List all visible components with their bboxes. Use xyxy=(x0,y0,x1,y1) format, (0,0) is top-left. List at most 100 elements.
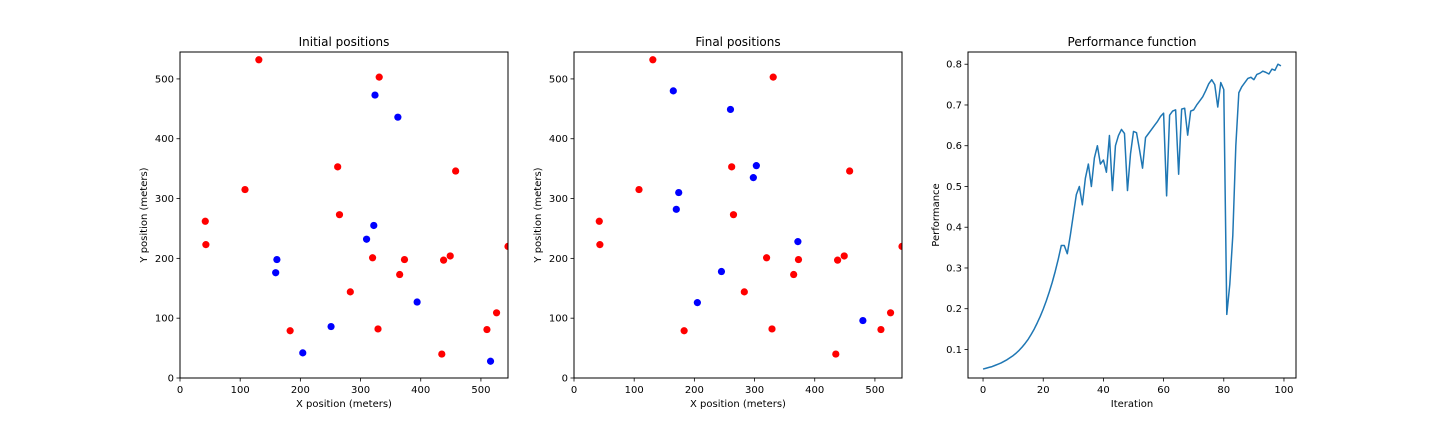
performance-xtick-label-0: 0 xyxy=(980,385,986,396)
performance-xtick-label-2: 40 xyxy=(1097,385,1110,396)
subplot-final-positions: 0 100 200 300 400 500 0 100 200 300 400 500 Final p… xyxy=(533,35,903,410)
final-point-1-3 xyxy=(693,299,701,307)
initial-xtick-label-0: 0 xyxy=(177,385,183,396)
final-point-1-4 xyxy=(717,267,726,276)
initial-point-0-15 xyxy=(446,252,454,260)
final-point-1-0 xyxy=(669,87,677,95)
final-point-0-18 xyxy=(886,309,895,317)
final-xtick-label-1: 100 xyxy=(625,385,644,396)
performance-xtick-label-4: 80 xyxy=(1217,385,1230,396)
final-positions-title: Final positions xyxy=(695,35,780,49)
final-ytick-label-3: 300 xyxy=(549,194,568,205)
initial-xtick-label-2: 200 xyxy=(291,385,310,396)
initial-point-1-8 xyxy=(413,298,421,306)
initial-point-0-5 xyxy=(334,163,342,171)
initial-point-1-9 xyxy=(486,357,495,365)
performance-ytick-label-4: 0.5 xyxy=(946,182,962,193)
initial-positions-ylabel: Y position (meters) xyxy=(139,167,150,263)
performance-title: Performance function xyxy=(1068,35,1197,49)
initial-point-0-4 xyxy=(286,327,294,335)
performance-series-line-0 xyxy=(982,63,1282,370)
final-point-0-16 xyxy=(846,167,854,175)
initial-point-1-3 xyxy=(327,322,335,331)
initial-ytick-label-0: 0 xyxy=(168,374,174,385)
final-ytick-label-0: 0 xyxy=(562,374,568,385)
final-xtick-label-0: 0 xyxy=(571,385,577,396)
performance-ytick-label-3: 0.4 xyxy=(946,223,962,234)
final-xtick-label-5: 500 xyxy=(865,385,884,396)
performance-ytick-label-0: 0.1 xyxy=(946,345,962,356)
final-point-0-15 xyxy=(840,252,848,260)
final-point-1-7 xyxy=(752,162,760,170)
performance-ytick-label-2: 0.3 xyxy=(946,263,962,274)
initial-point-1-2 xyxy=(299,349,307,357)
final-point-0-10 xyxy=(769,73,777,81)
final-point-1-6 xyxy=(749,174,757,182)
initial-point-0-6 xyxy=(335,211,344,219)
final-point-0-14 xyxy=(834,256,842,264)
initial-positions-title: Initial positions xyxy=(299,35,390,49)
performance-xtick-label-3: 60 xyxy=(1157,385,1170,396)
initial-xtick-label-4: 400 xyxy=(411,385,430,396)
final-point-0-2 xyxy=(635,185,643,194)
final-point-0-5 xyxy=(728,163,736,171)
initial-point-0-17 xyxy=(483,325,491,334)
initial-point-1-7 xyxy=(394,113,402,121)
final-positions-ticks: 0 100 200 300 400 500 0 100 200 300 400 500 xyxy=(549,74,885,396)
subplot-performance-function: 0 20 40 60 80 100 0.1 0.2 0.3 0.4 0.5 0.6 0.7 0.8 Per… xyxy=(931,35,1297,410)
final-positions-points xyxy=(595,56,902,358)
final-point-0-11 xyxy=(790,270,798,279)
initial-point-1-4 xyxy=(362,235,371,243)
initial-positions-xlabel: X position (meters) xyxy=(296,399,392,410)
initial-point-0-7 xyxy=(346,288,354,296)
initial-ytick-label-4: 400 xyxy=(155,134,174,145)
initial-point-0-16 xyxy=(452,167,460,175)
final-point-1-8 xyxy=(794,238,802,246)
final-point-0-0 xyxy=(595,217,603,225)
initial-ytick-label-3: 300 xyxy=(155,194,174,205)
final-xtick-label-3: 300 xyxy=(745,385,764,396)
final-xtick-label-2: 200 xyxy=(685,385,704,396)
final-positions-frame xyxy=(573,51,903,379)
final-point-1-9 xyxy=(859,316,867,325)
initial-xtick-label-5: 500 xyxy=(471,385,490,396)
subplot-initial-positions: 0 100 200 300 400 500 0 100 200 300 400 500 Initial… xyxy=(139,35,509,410)
final-point-0-4 xyxy=(680,327,688,335)
initial-point-1-1 xyxy=(273,255,281,264)
initial-point-0-18 xyxy=(492,309,501,317)
initial-point-1-6 xyxy=(371,91,379,99)
final-ytick-label-5: 500 xyxy=(549,74,568,85)
performance-xtick-label-5: 100 xyxy=(1274,385,1293,396)
initial-point-0-1 xyxy=(202,241,210,249)
performance-line xyxy=(982,63,1282,370)
initial-point-1-5 xyxy=(370,221,378,230)
final-ytick-label-4: 400 xyxy=(549,134,568,145)
initial-point-0-14 xyxy=(440,256,448,264)
final-point-0-12 xyxy=(794,255,803,264)
initial-point-0-19 xyxy=(504,242,508,251)
initial-positions-points xyxy=(201,56,508,365)
initial-point-0-0 xyxy=(201,217,209,225)
initial-xtick-label-1: 100 xyxy=(231,385,250,396)
performance-xlabel: Iteration xyxy=(1111,399,1153,410)
final-point-0-13 xyxy=(832,350,840,358)
performance-ytick-label-7: 0.8 xyxy=(946,60,962,71)
final-point-0-7 xyxy=(740,288,748,296)
performance-xtick-label-1: 20 xyxy=(1037,385,1050,396)
final-point-1-5 xyxy=(726,105,735,114)
final-point-0-9 xyxy=(768,325,776,333)
final-point-0-8 xyxy=(762,254,771,262)
final-point-0-1 xyxy=(596,241,604,249)
initial-point-0-2 xyxy=(241,185,249,194)
final-positions-xlabel: X position (meters) xyxy=(690,399,786,410)
initial-ytick-label-5: 500 xyxy=(155,74,174,85)
final-point-0-17 xyxy=(877,325,885,334)
performance-frame xyxy=(967,51,1297,379)
final-point-0-3 xyxy=(649,56,657,64)
performance-ytick-label-1: 0.2 xyxy=(946,304,962,315)
final-point-0-6 xyxy=(729,211,738,219)
final-positions-ylabel: Y position (meters) xyxy=(533,167,544,263)
initial-point-0-12 xyxy=(400,255,409,264)
initial-point-0-9 xyxy=(374,325,382,333)
